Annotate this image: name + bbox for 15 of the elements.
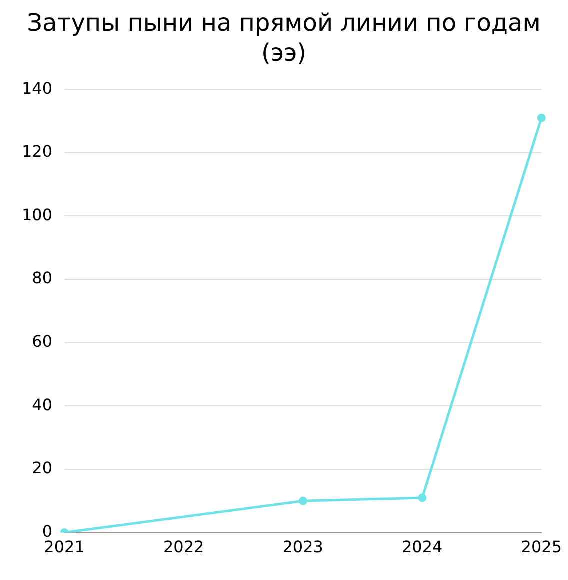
point: [298, 496, 308, 506]
y-tick-label: 120: [22, 142, 53, 162]
x-tick-label: 2023: [282, 538, 324, 557]
y-tick-label: 40: [32, 395, 53, 414]
y-tick-label: 80: [32, 268, 53, 288]
x-tick-label: 2025: [521, 538, 562, 557]
y-tick-label: 100: [22, 205, 53, 224]
x-tick-label: 2024: [402, 538, 443, 557]
point: [418, 494, 427, 502]
x-tick-label: 2022: [163, 538, 204, 557]
y-tick-label: 60: [32, 332, 53, 352]
y-tick-label: 140: [22, 78, 53, 98]
chart-title: Затупы пыни на прямой линии по годам (ээ): [26, 8, 542, 68]
point: [537, 114, 546, 122]
y-tick-label: 20: [32, 458, 53, 478]
